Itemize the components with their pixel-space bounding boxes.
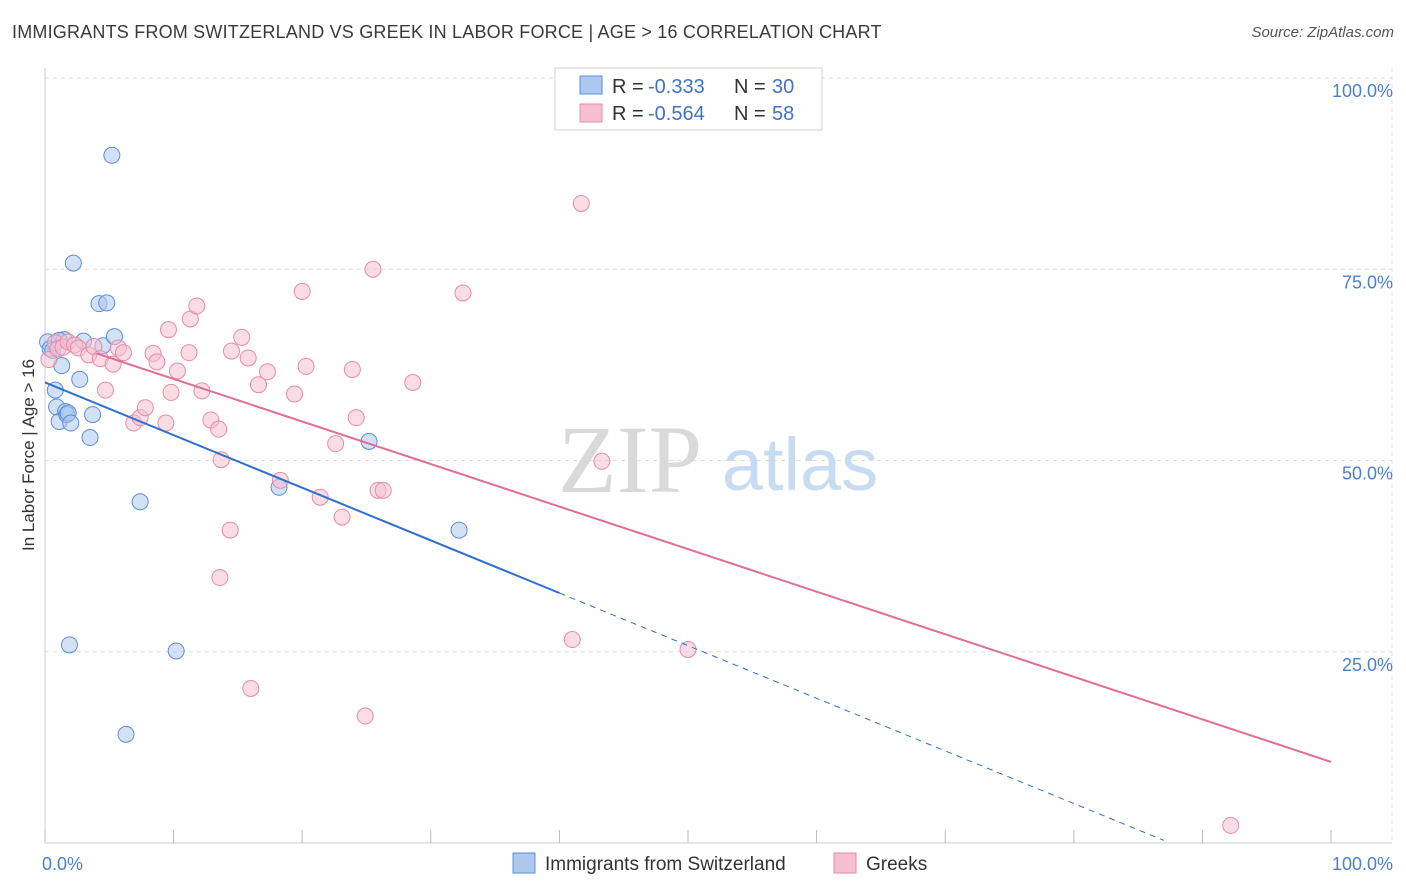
point-greeks: [356, 707, 374, 725]
point-greeks: [679, 640, 697, 658]
point-switzerland: [71, 370, 89, 388]
point-switzerland: [81, 429, 99, 447]
point-switzerland: [103, 146, 121, 164]
point-greeks: [327, 435, 345, 453]
point-greeks: [211, 569, 229, 587]
point-greeks: [1222, 816, 1240, 834]
y-axis-label: In Labor Force | Age > 16: [19, 359, 38, 551]
legend-top: R = -0.333 N = 30 R = -0.564 N = 58: [554, 67, 823, 131]
x-tick-label: 0.0%: [42, 854, 83, 874]
point-greeks: [221, 521, 239, 539]
point-greeks: [233, 328, 251, 346]
legend-r-value-1: -0.333: [648, 76, 705, 98]
point-greeks: [114, 344, 132, 362]
point-greeks: [136, 399, 154, 417]
point-greeks: [210, 420, 228, 438]
axes: 25.0% 50.0% 75.0% 100.0% 0.0% 100.0%: [42, 68, 1393, 874]
legend-n-value-2: 58: [772, 103, 794, 125]
legend-bottom: Immigrants from Switzerland Greeks: [512, 852, 927, 875]
legend-r-label-2: R =: [612, 103, 644, 125]
point-greeks: [239, 349, 257, 367]
legend-bottom-label-switzerland: Immigrants from Switzerland: [545, 854, 786, 875]
y-tick-label: 50.0%: [1342, 464, 1393, 484]
point-greeks: [148, 353, 166, 371]
point-greeks: [572, 194, 590, 212]
legend-r-value-2: -0.564: [648, 103, 705, 125]
trend-lines: [44, 352, 1332, 841]
point-greeks: [293, 282, 311, 300]
legend-r-label-1: R =: [612, 76, 644, 98]
x-tick-label: 100.0%: [1332, 854, 1393, 874]
legend-bottom-swatch-pink: [833, 852, 857, 874]
point-greeks: [374, 481, 392, 499]
y-tick-label: 75.0%: [1342, 272, 1393, 292]
point-switzerland: [450, 521, 468, 539]
trend-line-switzerland: [44, 381, 560, 594]
trend-line-switzerland-extrapolated: [559, 592, 1165, 841]
point-switzerland: [117, 725, 135, 743]
point-greeks: [222, 342, 240, 360]
point-greeks: [249, 376, 267, 394]
data-points: [39, 146, 1240, 834]
point-greeks: [333, 508, 351, 526]
point-greeks: [285, 385, 303, 403]
point-greeks: [343, 360, 361, 378]
point-switzerland: [167, 642, 185, 660]
point-greeks: [347, 409, 365, 427]
watermark-atlas: atlas: [722, 423, 878, 506]
point-greeks: [242, 679, 260, 697]
y-tick-label: 25.0%: [1342, 655, 1393, 675]
point-greeks: [563, 631, 581, 649]
point-switzerland: [62, 414, 80, 432]
legend-swatch-blue: [579, 75, 603, 95]
watermark-zip: ZIP: [558, 406, 702, 513]
point-greeks: [593, 452, 611, 470]
legend-n-value-1: 30: [772, 76, 794, 98]
point-greeks: [180, 344, 198, 362]
gridlines: [45, 68, 1393, 843]
trend-line-greeks: [96, 352, 1332, 763]
chart-title: IMMIGRANTS FROM SWITZERLAND VS GREEK IN …: [12, 22, 882, 42]
point-greeks: [454, 284, 472, 302]
legend-bottom-label-greeks: Greeks: [866, 854, 927, 875]
point-greeks: [162, 383, 180, 401]
point-switzerland: [131, 493, 149, 511]
point-greeks: [188, 297, 206, 315]
point-switzerland: [64, 254, 82, 272]
point-greeks: [258, 363, 276, 381]
watermark: ZIP atlas: [558, 406, 878, 513]
point-switzerland: [84, 406, 102, 424]
legend-n-label-1: N =: [734, 76, 766, 98]
y-tick-label: 100.0%: [1332, 81, 1393, 101]
point-greeks: [364, 260, 382, 278]
legend-swatch-pink: [579, 103, 603, 123]
legend-bottom-swatch-blue: [512, 852, 536, 874]
point-greeks: [297, 357, 315, 375]
point-greeks: [159, 321, 177, 339]
point-switzerland: [98, 294, 116, 312]
point-greeks: [168, 362, 186, 380]
legend-n-label-2: N =: [734, 103, 766, 125]
point-switzerland: [60, 636, 78, 654]
source-credit: Source: ZipAtlas.com: [1251, 24, 1394, 41]
point-greeks: [404, 373, 422, 391]
point-greeks: [96, 381, 114, 399]
